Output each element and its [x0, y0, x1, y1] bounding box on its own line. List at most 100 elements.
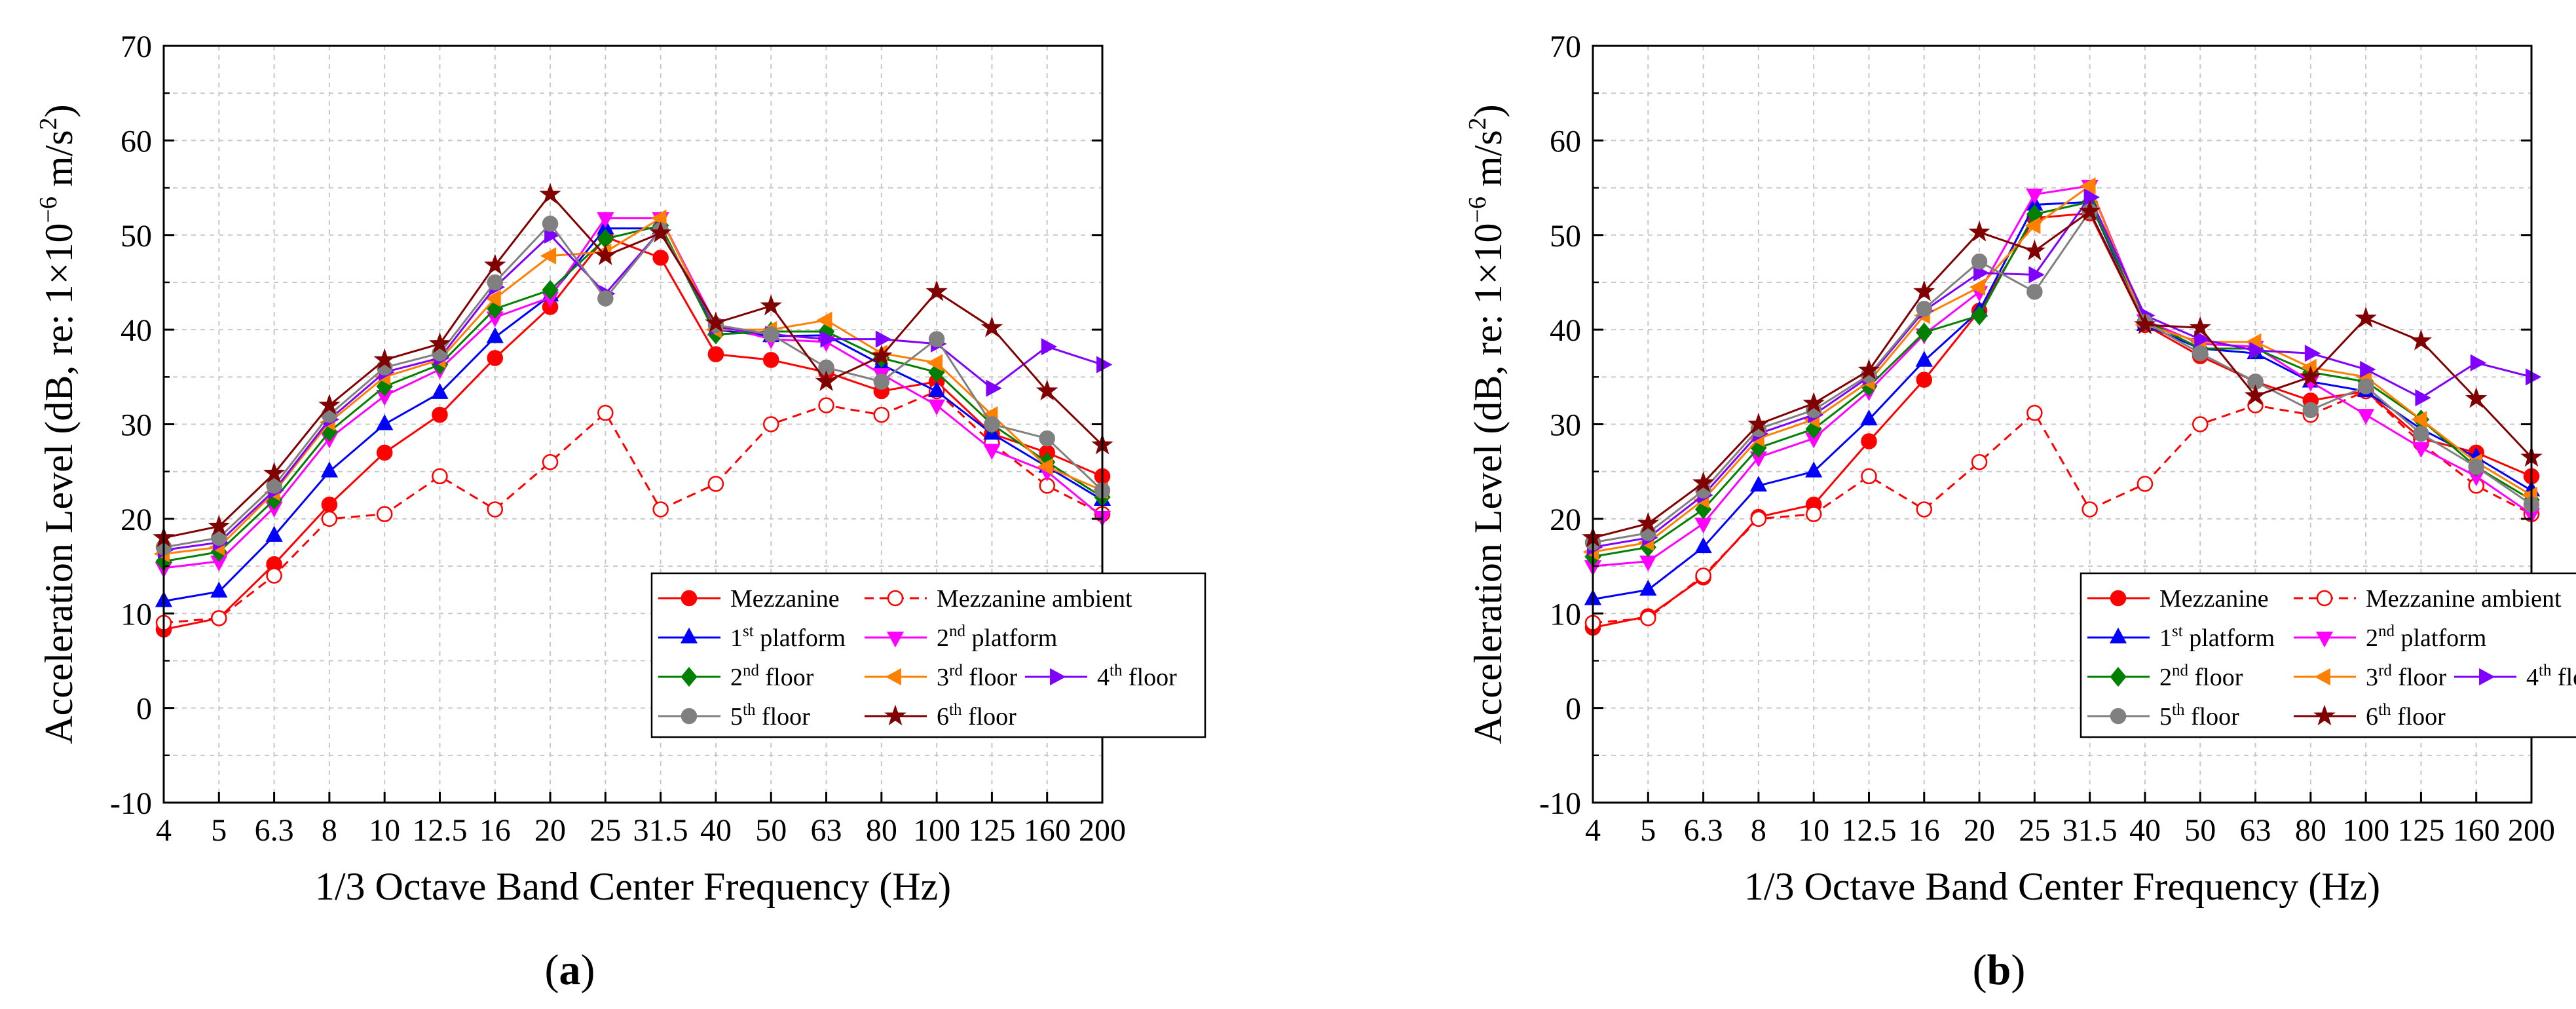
data-point	[265, 525, 283, 542]
y-tick-label: 60	[1550, 124, 1581, 159]
data-point	[2244, 384, 2267, 406]
data-point	[485, 290, 501, 307]
data-point	[2026, 284, 2043, 300]
data-point	[210, 581, 228, 598]
x-tick-label: 5	[1640, 813, 1656, 848]
x-tick-label: 10	[369, 813, 400, 848]
legend-marker	[1050, 668, 1066, 686]
data-point	[820, 330, 836, 348]
x-tick-label: 40	[2129, 813, 2161, 848]
data-point	[2526, 368, 2542, 386]
x-tick-label: 12.5	[1841, 813, 1896, 848]
data-point	[2025, 217, 2041, 235]
data-point	[321, 510, 338, 527]
legend-marker	[884, 704, 906, 726]
legend-label: 5th floor	[2159, 701, 2239, 731]
data-point	[873, 373, 890, 390]
data-point	[208, 514, 231, 536]
data-point	[1805, 461, 1823, 478]
y-tick-label: 30	[121, 408, 152, 443]
legend-entry: 4th floor	[2454, 662, 2576, 691]
data-point	[815, 370, 838, 391]
x-tick-label: 31.5	[2063, 813, 2118, 848]
data-point	[1692, 471, 1715, 493]
data-point	[650, 221, 672, 243]
data-point	[2300, 365, 2322, 387]
series-line	[163, 227, 1103, 602]
legend-label: 6th floor	[937, 701, 1017, 731]
series-line	[1592, 210, 2533, 539]
legend-label: 3rd floor	[937, 662, 1018, 691]
data-point	[1971, 454, 1988, 470]
legend-label: 2nd platform	[2366, 622, 2486, 652]
data-point	[2357, 378, 2374, 394]
y-tick-label: 20	[121, 503, 152, 537]
legend-label: 2nd floor	[2159, 662, 2243, 691]
data-point	[983, 444, 1001, 460]
legend: Mezzanine Mezzanine ambient 1st platform 2n…	[650, 572, 1206, 738]
legend-label: 4th floor	[2526, 662, 2576, 691]
x-tick-label: 20	[1964, 813, 1995, 848]
legend-label: 6th floor	[2366, 701, 2446, 731]
data-point	[2413, 425, 2429, 442]
data-point	[870, 345, 893, 366]
x-tick-label: 6.3	[255, 813, 294, 848]
legend-marker	[886, 632, 905, 648]
x-tick-label: 5	[211, 813, 227, 848]
data-point	[597, 212, 614, 229]
data-point	[928, 399, 946, 415]
series-line	[1592, 200, 2532, 558]
data-point	[707, 476, 724, 492]
series-line	[1592, 212, 2532, 629]
y-tick-label: 0	[1565, 692, 1581, 727]
data-point	[652, 250, 669, 266]
legend-box	[650, 572, 1206, 738]
data-point	[2410, 329, 2433, 351]
panel-label: (a)	[545, 946, 595, 994]
y-tick-label: 10	[121, 597, 152, 632]
series-line	[1592, 184, 2532, 553]
data-point	[432, 406, 448, 423]
data-point	[428, 332, 451, 353]
data-point	[263, 461, 286, 483]
data-point	[542, 216, 559, 232]
data-point	[2134, 313, 2156, 335]
legend-marker	[680, 627, 698, 643]
series-line	[163, 224, 1103, 563]
data-point	[1916, 501, 1933, 518]
x-tick-label: 50	[755, 813, 787, 848]
data-point	[1639, 579, 1657, 596]
x-tick-label: 6.3	[1684, 813, 1723, 848]
data-point	[2081, 501, 2098, 518]
x-axis-title: 1/3 Octave Band Center Frequency (Hz)	[1744, 865, 2380, 908]
series-line	[163, 222, 1104, 548]
legend-entry: Mezzanine ambient	[2294, 585, 2562, 613]
series-8	[1582, 200, 2543, 547]
y-tick-label: -10	[110, 786, 152, 821]
data-point	[1695, 567, 1711, 584]
legend-marker	[2109, 627, 2127, 643]
data-point	[542, 280, 559, 300]
data-point	[2304, 345, 2321, 362]
series-line	[163, 235, 1103, 631]
series-7	[155, 216, 1111, 556]
data-point	[431, 383, 449, 399]
data-point	[432, 468, 448, 485]
legend-entry: 1st platform	[2087, 622, 2275, 652]
legend-marker	[887, 590, 904, 607]
series-1	[1584, 383, 2540, 631]
data-point	[2465, 387, 2488, 408]
legend-marker	[681, 708, 698, 725]
data-point	[1916, 371, 1933, 388]
legend-entry: Mezzanine	[2087, 585, 2269, 613]
x-tick-label: 40	[700, 813, 732, 848]
legend-entry: 6th floor	[865, 701, 1017, 731]
data-point	[373, 348, 396, 370]
data-point	[540, 247, 557, 265]
legend-marker	[2110, 590, 2127, 607]
data-point	[2355, 307, 2377, 328]
data-point	[1969, 278, 1986, 296]
data-point	[980, 316, 1003, 337]
legend-marker	[2316, 590, 2333, 607]
